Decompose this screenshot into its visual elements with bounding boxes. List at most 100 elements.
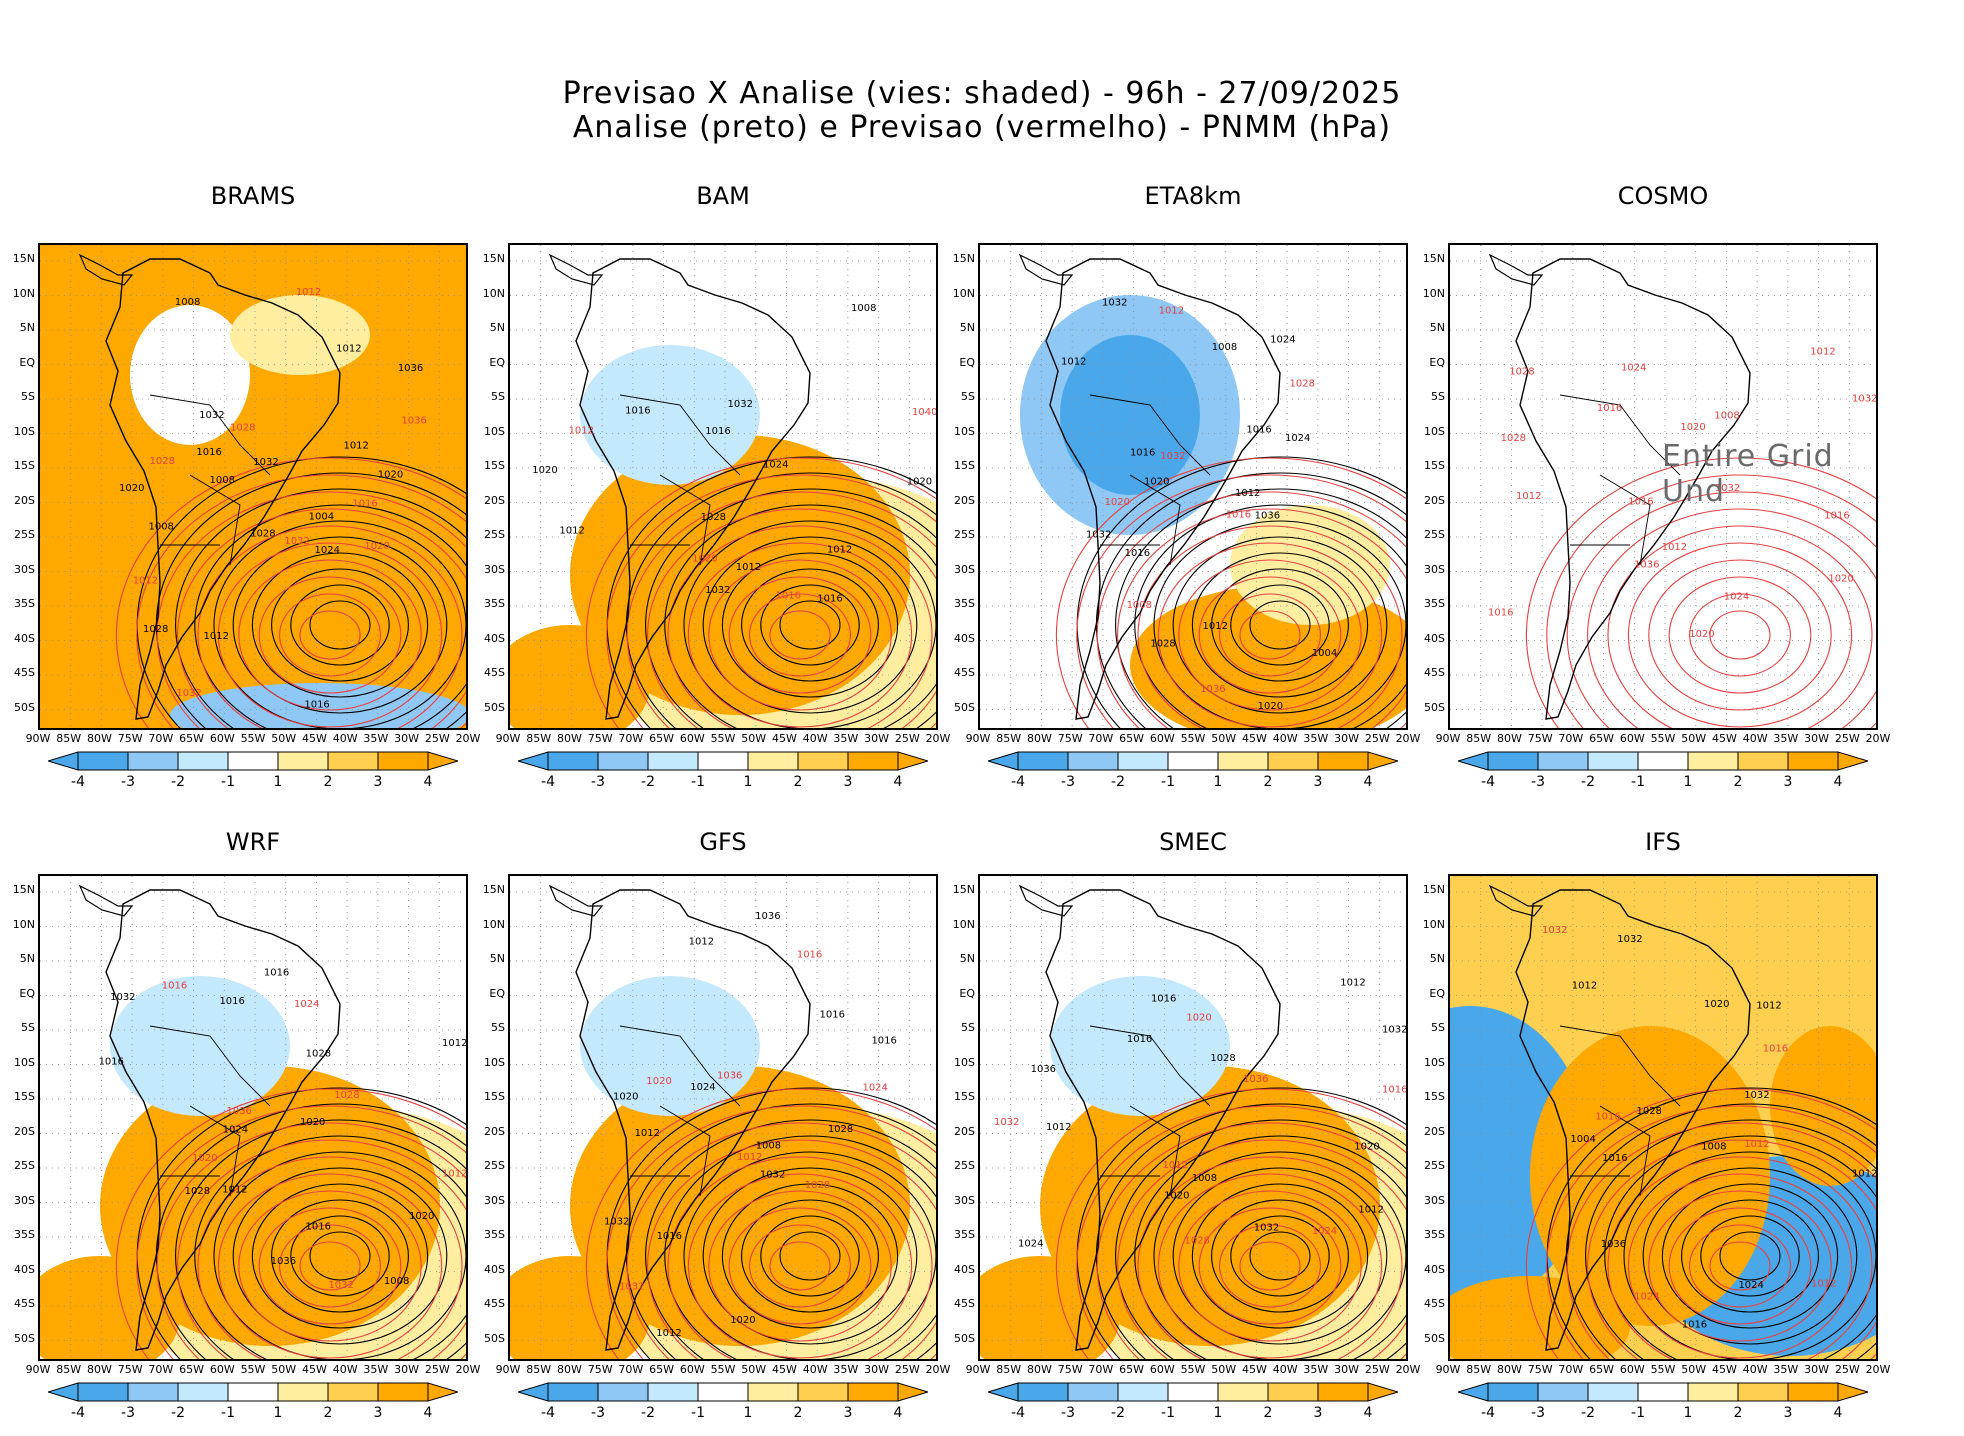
- colorbar-tick-label: 1: [1213, 1405, 1223, 1421]
- lat-tick-label: 10S: [954, 424, 975, 438]
- colorbar-tick-label: 1: [743, 774, 753, 790]
- contour-label: 1024: [1285, 433, 1310, 444]
- contour-label: 1012: [336, 343, 361, 354]
- colorbar: -4 -3 -2 -1 1 2 3 4: [516, 750, 930, 794]
- lat-tick-label: 10N: [482, 286, 505, 300]
- contour-label: 1016: [1151, 994, 1176, 1005]
- lat-tick-label: 35S: [484, 597, 505, 610]
- lat-tick-label: 10S: [14, 424, 35, 438]
- lon-tick-label: 70W: [618, 732, 644, 745]
- analysis-labels: 1008 1012 1012 1008 1004 1008 1012 1016 1016 1020…: [119, 297, 423, 710]
- lat-tick-label: 15N: [1422, 252, 1445, 265]
- lat-tick-label: 35S: [14, 1228, 35, 1241]
- colorbar-segment: [1487, 751, 1539, 771]
- colorbar-arrow-right: [1837, 751, 1870, 771]
- colorbar-segment: [77, 751, 129, 771]
- colorbar-segment: [1537, 751, 1589, 771]
- colorbar-tick-label: 4: [423, 774, 433, 790]
- lon-tick-label: 85W: [56, 732, 82, 745]
- colorbar-segment: [1267, 751, 1319, 771]
- lat-tick-label: 15S: [14, 1090, 35, 1103]
- lon-tick-label: 80W: [556, 732, 582, 745]
- colorbar-segment: [1737, 751, 1789, 771]
- lat-tick-label: 5S: [491, 1021, 505, 1034]
- contour-label: 1016: [1226, 509, 1251, 520]
- lat-tick-label: EQ: [1429, 986, 1445, 1000]
- colorbar-segment: [1317, 1382, 1369, 1402]
- map-panel-smec: 1012 1012 1008 1016 1020 1024 1028 1032 1036 1032…: [978, 874, 1408, 1361]
- colorbar-segment: [1117, 1382, 1169, 1402]
- forecast-isobars: [1055, 457, 1406, 728]
- colorbar-tick-label: 2: [793, 1405, 803, 1421]
- forecast-labels: 1012 1012 1012 1016 1016 1016 1020 1024 1028 1032…: [1488, 347, 1876, 640]
- lon-tick-label: 50W: [1681, 1363, 1707, 1376]
- lon-tick-label: 45W: [301, 1363, 327, 1376]
- colorbar-tick-label: -2: [171, 774, 185, 790]
- lat-tick-label: 30S: [1424, 562, 1445, 576]
- coastline: [548, 884, 811, 1351]
- contour-label: 1012: [1202, 621, 1227, 632]
- contour-label: 1012: [656, 1328, 681, 1339]
- colorbar-tick-label: 3: [843, 774, 853, 790]
- lon-tick-label: 30W: [864, 732, 889, 745]
- colorbar-tick-label: 3: [373, 774, 383, 790]
- colorbar-segment: [797, 751, 849, 771]
- contour-label: 1012: [1811, 1279, 1836, 1290]
- colorbar-tick-label: 4: [1833, 1405, 1843, 1421]
- contour-label: 1024: [1634, 1291, 1659, 1302]
- colorbar-tick-label: 2: [323, 774, 333, 790]
- contour-label: 1020: [192, 1153, 217, 1164]
- lat-tick-label: EQ: [489, 986, 505, 1000]
- contour-label: 1032: [1254, 1223, 1279, 1234]
- bias-region-positive: [1530, 1026, 1770, 1326]
- contour-label: 1036: [1243, 1074, 1268, 1085]
- forecast-isobars: [115, 1088, 466, 1359]
- contour-label: 1012: [343, 440, 368, 451]
- contour-label: 1012: [827, 545, 852, 556]
- colorbar-segment: [1017, 1382, 1069, 1402]
- colorbar-tick-label: 3: [843, 1405, 853, 1421]
- contour-label: 1020: [378, 469, 403, 480]
- map-panel-bam: 1016 1012 1012 1008 1012 1016 1020 1028 1032 1016…: [508, 243, 938, 730]
- lon-tick-label: 90W: [25, 732, 51, 745]
- lon-tick-label: 35W: [833, 1363, 859, 1376]
- lon-tick-label: 30W: [1334, 1363, 1359, 1376]
- lat-tick-label: 25S: [1424, 528, 1445, 541]
- bias-region-positive-east: [1770, 1026, 1876, 1186]
- colorbar-tick-label: -1: [1161, 774, 1175, 790]
- colorbar-segment: [1167, 1382, 1219, 1402]
- bias-shading: [1450, 876, 1876, 1359]
- lat-tick-label: 15N: [1422, 883, 1445, 896]
- colorbar-segment: [847, 751, 899, 771]
- colorbar-tick-label: -1: [691, 774, 705, 790]
- lat-tick-label: 25S: [484, 528, 505, 541]
- contour-label: 1016: [306, 1221, 331, 1232]
- contour-label: 1012: [442, 1038, 467, 1049]
- contour-label: 1016: [1125, 548, 1150, 559]
- lat-tick-label: 50S: [484, 700, 505, 714]
- colorbar-tick-label: -1: [1631, 774, 1645, 790]
- forecast-isobars: [585, 457, 936, 728]
- colorbar-tick-label: 4: [893, 1405, 903, 1421]
- lon-tick-label: 30W: [394, 1363, 419, 1376]
- colorbar-arrow-left: [1456, 1382, 1489, 1402]
- colorbar-tick-label: -3: [1061, 774, 1075, 790]
- bias-region-positive: [510, 625, 650, 728]
- contour-label: 1028: [334, 1090, 359, 1101]
- lon-tick-label: 20W: [455, 1363, 481, 1376]
- lon-tick-label: 60W: [1149, 732, 1175, 745]
- lon-tick-label: 40W: [1742, 1363, 1768, 1376]
- lon-tick-label: 70W: [618, 1363, 644, 1376]
- colorbar-segment: [227, 1382, 279, 1402]
- lat-tick-label: 40S: [1424, 1262, 1445, 1276]
- contour-label: 1028: [1290, 378, 1315, 389]
- lon-tick-label: 25W: [894, 1363, 920, 1376]
- contour-label: 1020: [1164, 1191, 1189, 1202]
- colorbar-segment: [1067, 751, 1119, 771]
- lon-tick-label: 90W: [965, 732, 991, 745]
- contour-label: 1020: [1828, 574, 1853, 585]
- colorbar-segment: [697, 1382, 749, 1402]
- lon-tick-label: 65W: [1119, 1363, 1144, 1376]
- contour-label: 1032: [1382, 1025, 1407, 1036]
- contour-label: 1012: [737, 1152, 762, 1163]
